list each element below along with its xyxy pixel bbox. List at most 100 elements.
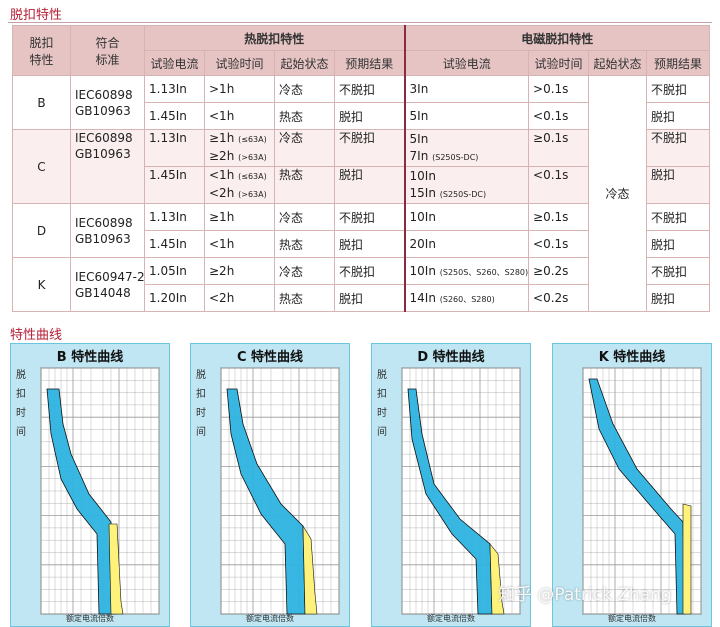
expected-result: 不脱扣 xyxy=(333,129,406,167)
mag-test-current: 10In 15In (S250S-DC) xyxy=(404,166,530,204)
test-time: <1h xyxy=(204,230,275,258)
curve-vertical-label-c: 脱扣时间 xyxy=(196,370,206,438)
curve-chart-b xyxy=(40,367,160,615)
watermark: 知乎 @Patrick Zhang xyxy=(498,585,672,605)
mag-test-time: >0.1s xyxy=(528,75,590,103)
chart-magnetic-band xyxy=(489,543,505,615)
curve-chart-k xyxy=(582,367,702,615)
expected-result: 不脱扣 xyxy=(333,257,406,285)
mag-test-time: ≥0.1s xyxy=(528,129,590,167)
header-initial-state: 起始状态 xyxy=(274,50,335,76)
type-cell: D xyxy=(12,203,71,258)
trip-characteristics-table: 脱扣 特性 符合 标准 热脱扣特性 电磁脱扣特性 试验电流 试验时间 起始状态 预期… xyxy=(12,25,711,312)
curve-panel-b: B 特性曲线 脱扣时间 额定电流倍数 xyxy=(10,343,170,627)
curve-title-b: B 特性曲线 xyxy=(56,350,124,365)
header-test-time: 试验时间 xyxy=(204,50,275,76)
table-row: B IEC60898 GB10963 1.13In >1h 冷态 不脱扣 3In … xyxy=(12,75,711,312)
curve-xlabel-b: 额定电流倍数 xyxy=(66,614,114,623)
mag-initial-state: 冷态 xyxy=(588,75,648,312)
header-test-current: 试验电流 xyxy=(144,50,205,76)
table-row: 1.45In <1h 热态 脱扣 20In <0.1s 脱扣 xyxy=(13,230,711,258)
chart-magnetic-band xyxy=(108,523,124,615)
test-current: 1.45In xyxy=(144,230,205,258)
expected-result: 脱扣 xyxy=(333,102,406,130)
mag-expected-result: 脱扣 xyxy=(646,230,711,258)
header-thermal: 热脱扣特性 xyxy=(143,25,406,51)
mag-test-time: ≥0.2s xyxy=(528,257,590,285)
curve-panel-d: D 特性曲线 脱扣时间 额定电流倍数 xyxy=(371,343,531,627)
expected-result: 脱扣 xyxy=(333,230,406,258)
test-current: 1.13In xyxy=(144,75,205,103)
curve-xlabel-k: 额定电流倍数 xyxy=(608,614,656,623)
mag-test-time: <0.1s xyxy=(528,166,590,204)
curve-xlabel-c: 额定电流倍数 xyxy=(246,614,294,623)
mag-test-time: <0.2s xyxy=(528,284,590,312)
table-row: C IEC60898 GB10963 1.13In ≥1h (≤63A) ≥2h (… xyxy=(12,129,711,204)
mag-expected-result: 不脱扣 xyxy=(646,257,711,285)
test-current: 1.45In xyxy=(144,102,205,130)
mag-expected-result: 脱扣 xyxy=(646,166,711,204)
initial-state: 热态 xyxy=(274,102,335,130)
expected-result: 不脱扣 xyxy=(333,75,406,103)
chart-magnetic-band xyxy=(302,524,318,615)
mag-test-current: 14In (S260、S280) xyxy=(404,284,530,312)
curve-title-c: C 特性曲线 xyxy=(236,350,304,365)
test-time: <1h xyxy=(204,102,275,130)
test-time: ≥2h xyxy=(204,257,275,285)
curve-panel-c: C 特性曲线 脱扣时间 额定电流倍数 xyxy=(190,343,350,627)
test-time: <1h (≤63A) <2h (>63A) xyxy=(204,166,275,204)
header-type: 脱扣 特性 xyxy=(12,25,71,76)
expected-result: 脱扣 xyxy=(333,166,406,204)
type-cell: K xyxy=(12,257,71,312)
expected-result: 不脱扣 xyxy=(333,203,406,231)
mag-expected-result: 不脱扣 xyxy=(646,129,711,167)
type-cell: B xyxy=(12,75,71,130)
table-row: 1.45In <1h 热态 脱扣 5In <0.1s 脱扣 xyxy=(13,102,711,130)
test-current: 1.05In xyxy=(144,257,205,285)
header-magnetic: 电磁脱扣特性 xyxy=(404,25,711,51)
mag-test-time: ≥0.1s xyxy=(528,203,590,231)
curve-chart-d xyxy=(401,367,521,615)
curve-title-k: K 特性曲线 xyxy=(598,350,666,365)
test-current: 1.45In xyxy=(144,166,205,204)
mag-test-current: 3In xyxy=(404,75,530,103)
curve-vertical-label-d: 脱扣时间 xyxy=(377,370,387,438)
initial-state: 冷态 xyxy=(274,75,335,103)
header-mag-test-current: 试验电流 xyxy=(404,50,530,76)
header-expected-result: 预期结果 xyxy=(333,50,406,76)
curves-title: 特性曲线 xyxy=(10,328,63,343)
mag-test-current: 5In 7In (S250S-DC) xyxy=(404,129,530,167)
initial-state: 热态 xyxy=(274,284,335,312)
test-current: 1.20In xyxy=(144,284,205,312)
table-row: 1.45In <1h (≤63A) <2h (>63A) 热态 脱扣 10In 15… xyxy=(13,166,711,204)
mag-test-current: 5In xyxy=(404,102,530,130)
initial-state: 冷态 xyxy=(274,129,335,167)
initial-state: 冷态 xyxy=(274,203,335,231)
header-standard: 符合 标准 xyxy=(70,25,145,76)
standard-cell: IEC60898 GB10963 xyxy=(70,203,145,258)
test-current: 1.13In xyxy=(144,203,205,231)
trip-characteristics-title: 脱扣特性 xyxy=(10,8,63,23)
curve-xlabel-d: 额定电流倍数 xyxy=(427,614,475,623)
test-current: 1.13In xyxy=(144,129,205,167)
header-mag-initial-state: 起始状态 xyxy=(588,50,648,76)
test-time: >1h xyxy=(204,75,275,103)
mag-test-current: 10In (S250S、S260、S280) xyxy=(404,257,530,285)
curve-chart-c xyxy=(220,367,340,615)
curve-title-d: D 特性曲线 xyxy=(417,350,485,365)
mag-expected-result: 不脱扣 xyxy=(646,203,711,231)
header-mag-test-time: 试验时间 xyxy=(528,50,590,76)
initial-state: 冷态 xyxy=(274,257,335,285)
standard-cell: IEC60898 GB10963 xyxy=(70,129,145,204)
mag-expected-result: 脱扣 xyxy=(646,284,711,312)
table-row: 1.20In <2h 热态 脱扣 14In (S260、S280) <0.2s … xyxy=(13,284,711,312)
type-cell: C xyxy=(12,129,71,204)
table-row: D IEC60898 GB10963 1.13In ≥1h 冷态 不脱扣 10In… xyxy=(12,203,711,258)
mag-expected-result: 脱扣 xyxy=(646,102,711,130)
curve-panel-k: K 特性曲线 额定电流倍数 xyxy=(552,343,712,627)
mag-test-current: 10In xyxy=(404,203,530,231)
expected-result: 脱扣 xyxy=(333,284,406,312)
test-time: <2h xyxy=(204,284,275,312)
standard-cell: IEC60898 GB10963 xyxy=(70,75,145,130)
test-time: ≥1h (≤63A) ≥2h (>63A) xyxy=(204,129,275,167)
